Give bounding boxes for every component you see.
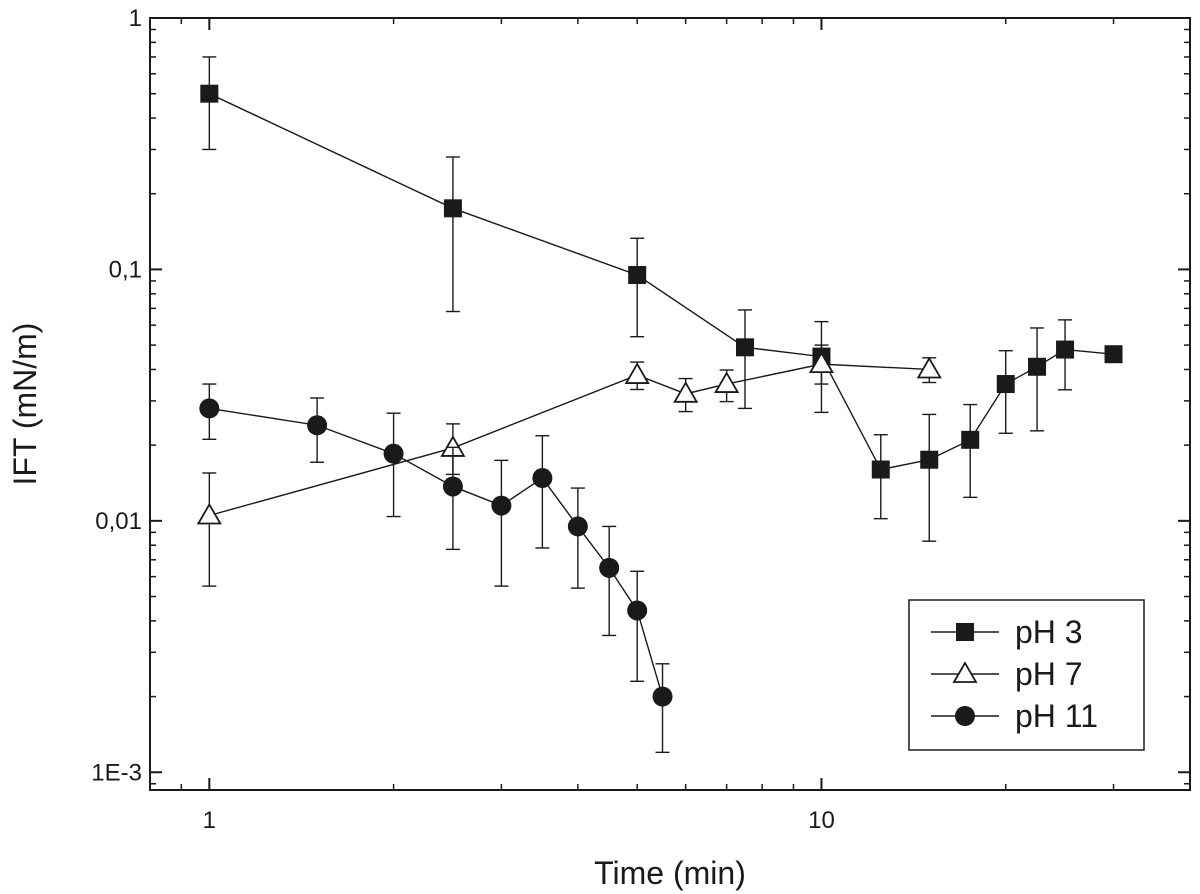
legend: pH 3 pH 7 pH 11: [908, 599, 1145, 751]
data-point: [532, 468, 553, 489]
tick-labels-layer: 1 0,1 0,01 1E-3 1 10: [91, 5, 835, 834]
data-point: [673, 381, 699, 403]
y-axis-title: IFT (mN/m): [7, 323, 43, 486]
data-point: [443, 199, 462, 218]
data-point: [735, 338, 754, 357]
legend-label: pH 3: [1015, 614, 1083, 650]
legend-marker: [952, 661, 978, 683]
data-point: [383, 443, 404, 464]
data-point: [599, 557, 620, 578]
data-point: [1056, 340, 1075, 359]
legend-label: pH 7: [1015, 656, 1083, 692]
data-point: [871, 460, 890, 479]
series-ph-3: [200, 56, 1123, 542]
plot-frame: [149, 17, 1191, 791]
data-point: [200, 84, 219, 103]
y-tick-label: 1: [129, 5, 142, 32]
series-line: [209, 407, 664, 697]
data-point: [627, 600, 648, 621]
series-ph-11: [199, 383, 673, 754]
data-point: [624, 362, 650, 384]
series-layer: [196, 56, 1123, 754]
y-tick-label: 1E-3: [91, 759, 142, 786]
x-tick-label: 1: [203, 807, 216, 834]
data-point: [808, 351, 835, 374]
y-tick-label: 0,01: [95, 508, 142, 535]
data-point: [628, 266, 647, 285]
data-point: [714, 371, 740, 393]
x-tick-label: 10: [808, 807, 835, 834]
data-point: [652, 686, 673, 707]
data-point: [1028, 357, 1047, 376]
data-point: [920, 450, 939, 469]
data-point: [961, 430, 980, 449]
data-point: [307, 415, 328, 436]
data-point: [1104, 345, 1123, 364]
y-tick-label: 0,1: [109, 256, 142, 283]
data-point: [491, 495, 512, 516]
legend-marker: [955, 706, 975, 726]
data-point: [199, 398, 220, 419]
data-point: [442, 476, 463, 497]
legend-label: pH 11: [1015, 698, 1098, 734]
legend-marker: [956, 623, 974, 641]
data-point: [996, 375, 1015, 394]
data-point: [196, 502, 222, 525]
x-axis-title: Time (min): [594, 855, 746, 891]
legend-box: [908, 599, 1145, 751]
data-point: [916, 356, 942, 379]
data-point: [567, 516, 588, 537]
